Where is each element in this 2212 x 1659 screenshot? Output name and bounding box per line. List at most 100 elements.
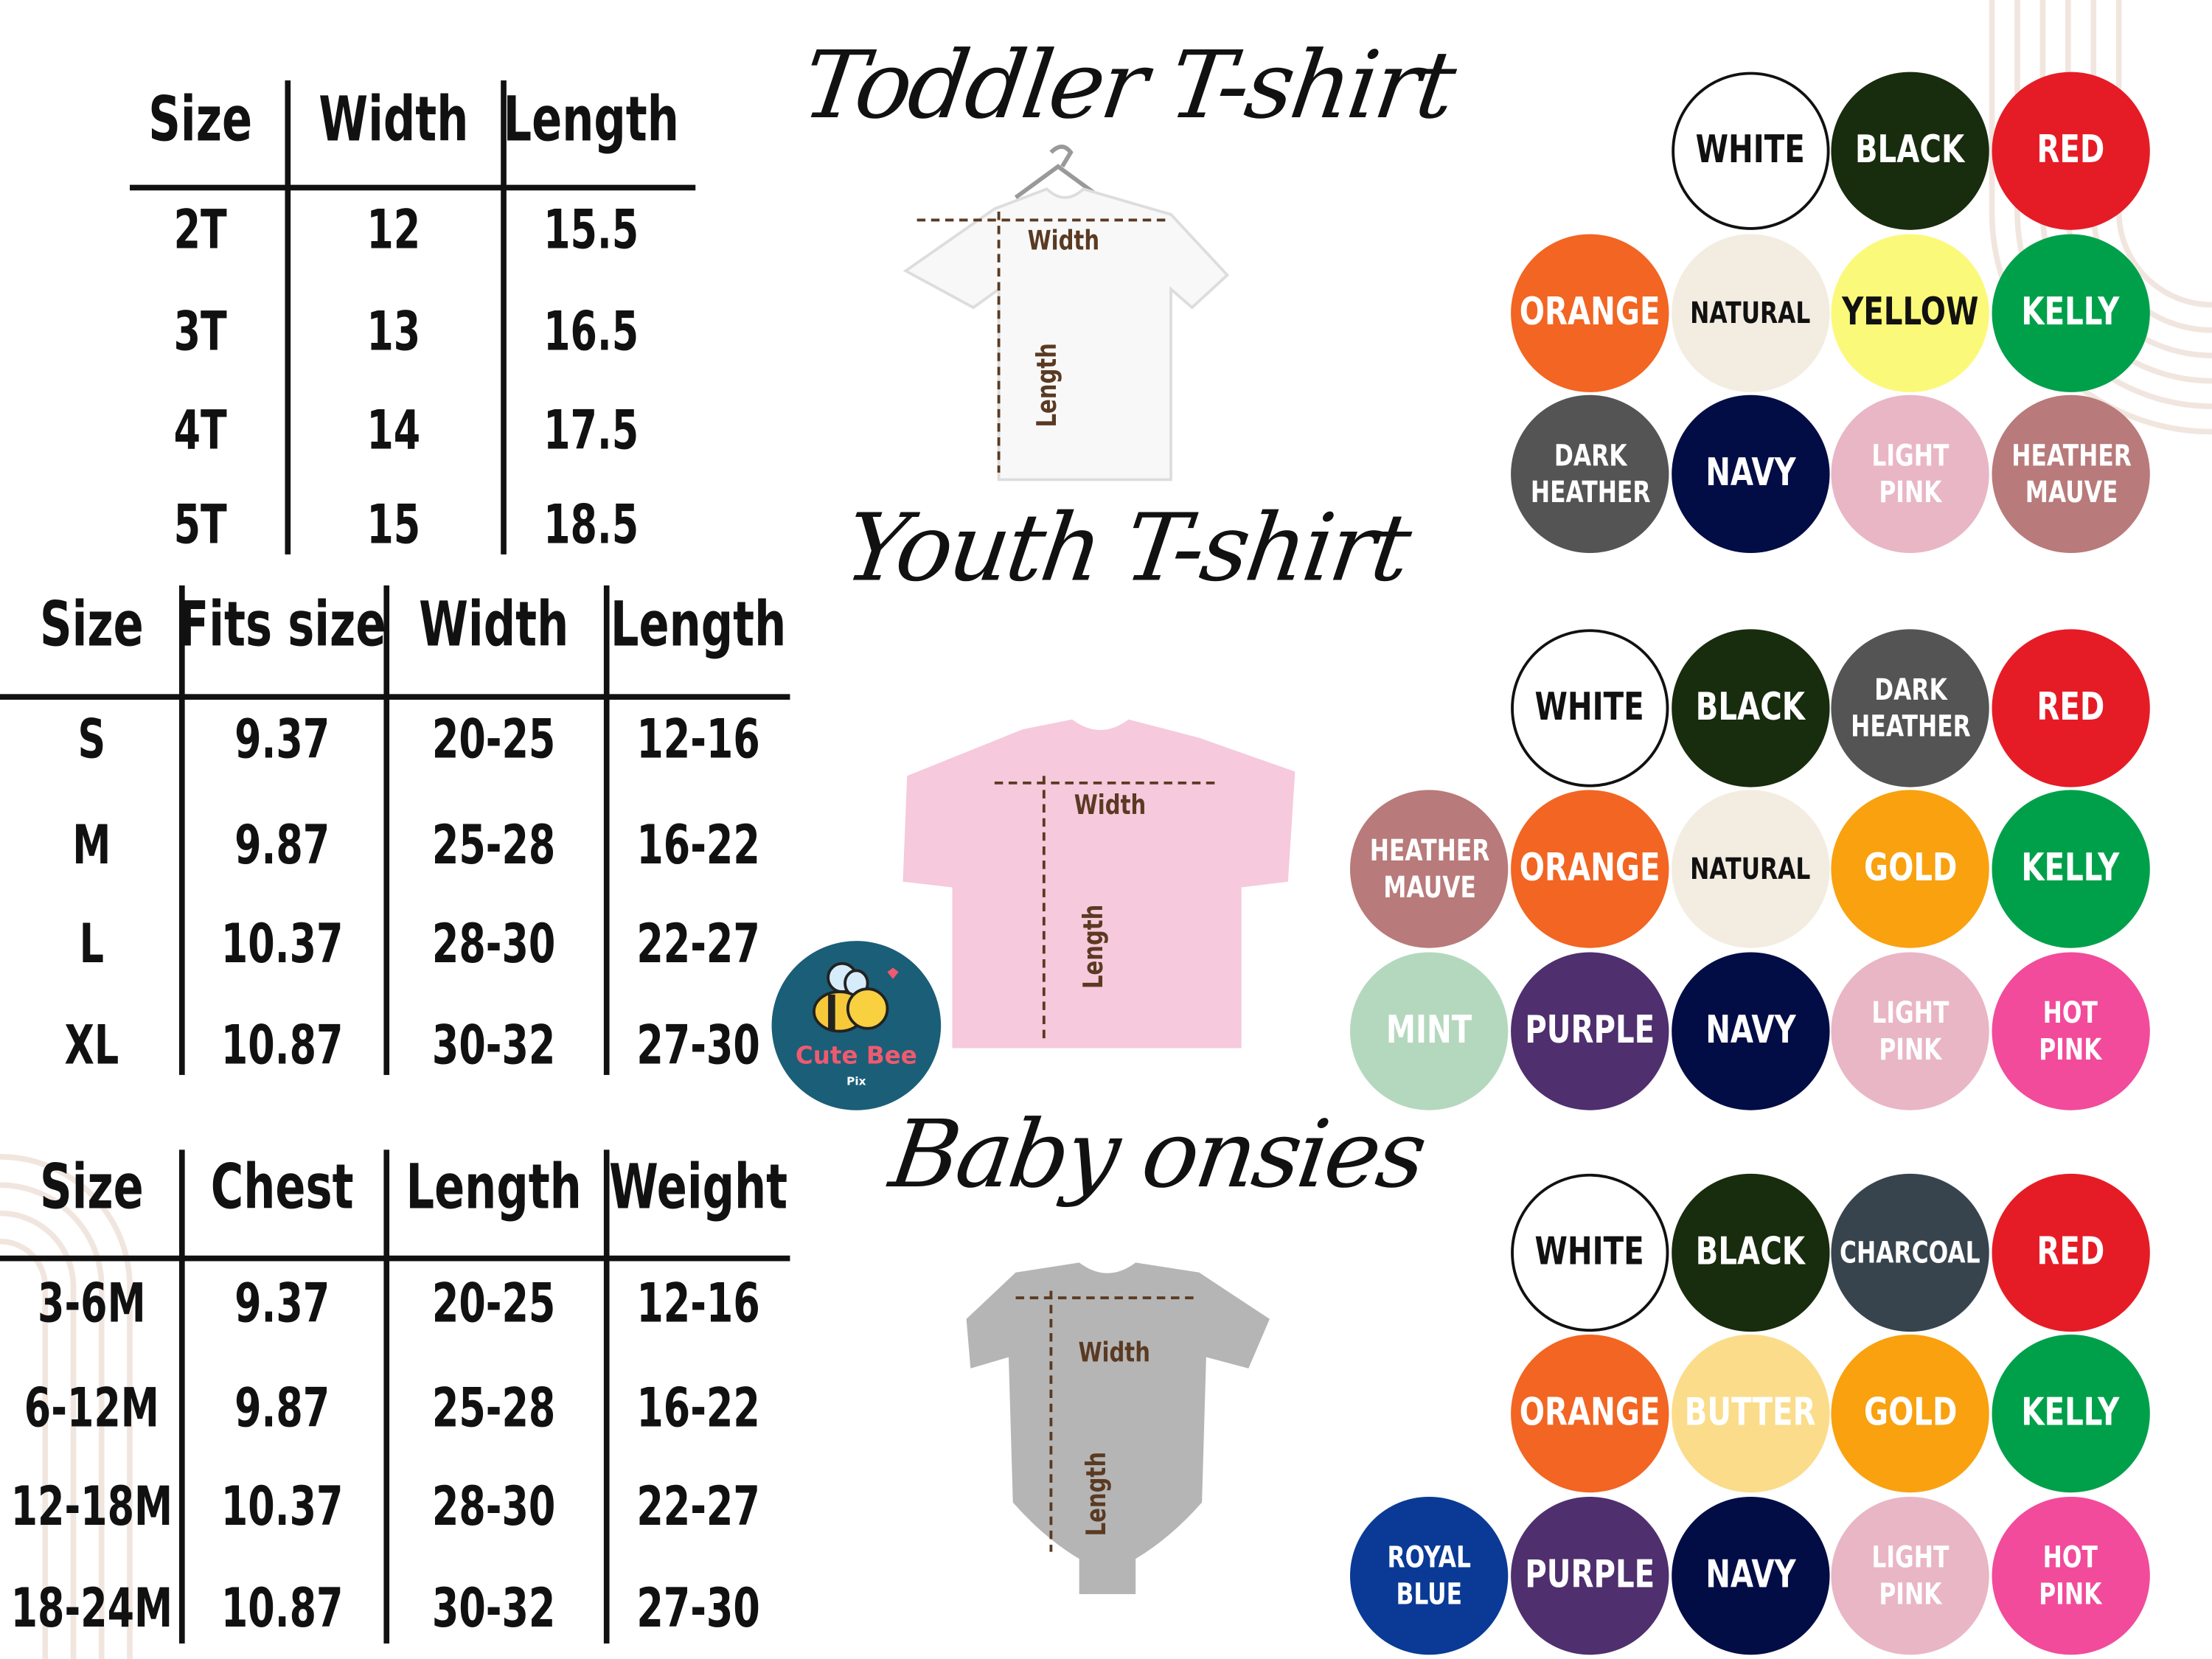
color-label: LIGHT PINK (1871, 438, 1950, 509)
youth-table-cell: 30-32 (431, 1014, 556, 1077)
youth-table-cell: XL (64, 1014, 119, 1077)
color-label: HOT PINK (2039, 995, 2103, 1067)
toddler-color-swatch: NAVY (1672, 394, 1830, 554)
baby-color-swatch: LIGHT PINK (1831, 1496, 1989, 1655)
baby-color-swatch: RED (1992, 1173, 2150, 1332)
color-label: CHARCOAL (1840, 1235, 1980, 1270)
youth-color-swatch: RED (1992, 629, 2150, 787)
color-label: BUTTER (1685, 1391, 1817, 1436)
youth-color-swatch: NATURAL (1672, 790, 1830, 948)
baby-table-cell: 12-16 (636, 1272, 760, 1335)
toddler-color-swatch: NATURAL (1672, 234, 1830, 392)
baby-color-swatch: PURPLE (1511, 1496, 1669, 1655)
baby-table-cell: 25-28 (431, 1377, 556, 1439)
cute-bee-logo: Cute Bee Pix (771, 941, 942, 1110)
baby-color-swatch: BLACK (1672, 1173, 1830, 1332)
color-label: NAVY (1705, 451, 1796, 495)
toddler-color-swatch: YELLOW (1831, 234, 1989, 392)
color-label: LIGHT PINK (1871, 1540, 1950, 1611)
youth-table-cell: 10.87 (220, 1014, 344, 1077)
youth-color-swatch: LIGHT PINK (1831, 952, 1989, 1110)
toddler-width-label: Width (1027, 226, 1100, 257)
toddler-table-cell: 2T (173, 198, 227, 261)
baby-table-cell: 27-30 (636, 1577, 760, 1640)
toddler-table-cell: 3T (173, 300, 227, 363)
youth-title: Youth T-shirt (838, 493, 1415, 602)
youth-table-cell: 28-30 (431, 912, 556, 975)
baby-table-cell: 22-27 (636, 1475, 760, 1538)
baby-color-swatch: CHARCOAL (1831, 1173, 1989, 1332)
toddler-color-swatch: HEATHER MAUVE (1992, 394, 2150, 554)
baby-color-swatch: ORANGE (1511, 1334, 1669, 1493)
color-label: KELLY (2022, 846, 2121, 891)
color-label: HEATHER MAUVE (1368, 833, 1489, 905)
baby-table-cell: 28-30 (431, 1475, 556, 1538)
baby-header-cell: Length (406, 1152, 582, 1224)
color-label: ORANGE (1519, 1391, 1660, 1436)
youth-table-cell: 9.37 (234, 708, 330, 771)
color-label: YELLOW (1841, 291, 1979, 335)
color-label: WHITE (1696, 128, 1806, 173)
toddler-color-swatch: WHITE (1672, 72, 1830, 230)
youth-color-swatch: HEATHER MAUVE (1349, 790, 1509, 948)
toddler-column-divider (285, 80, 291, 554)
logo-name: Cute Bee (795, 1042, 917, 1071)
youth-width-label: Width (1074, 790, 1147, 821)
color-label: ORANGE (1519, 291, 1660, 335)
youth-table-cell: S (77, 708, 106, 771)
youth-table-cell: 25-28 (431, 813, 556, 877)
youth-color-swatch: MINT (1349, 952, 1509, 1110)
logo-sub: Pix (846, 1074, 866, 1088)
baby-length-label: Length (1081, 1451, 1113, 1537)
baby-header-divider (0, 1255, 790, 1262)
toddler-tshirt-image (902, 145, 1230, 481)
youth-header-cell: Width (419, 588, 569, 661)
youth-header-cell: Size (39, 588, 144, 661)
youth-header-cell: Length (610, 588, 787, 661)
baby-table-cell: 3-6M (38, 1272, 146, 1335)
youth-column-divider (178, 585, 185, 1075)
toddler-color-swatch: RED (1992, 72, 2150, 230)
youth-table-cell: 16-22 (636, 813, 760, 877)
color-label: BLACK (1855, 128, 1965, 173)
color-label: WHITE (1535, 686, 1645, 730)
color-label: BLACK (1696, 686, 1806, 730)
youth-color-swatch: DARK HEATHER (1831, 629, 1989, 787)
youth-length-label: Length (1078, 904, 1110, 989)
color-label: HOT PINK (2039, 1540, 2103, 1611)
youth-color-swatch: WHITE (1511, 629, 1669, 787)
baby-color-swatch: BUTTER (1672, 1334, 1830, 1493)
youth-tshirt-image (902, 719, 1295, 1048)
baby-table-cell: 20-25 (431, 1272, 556, 1335)
baby-color-swatch: WHITE (1511, 1173, 1669, 1332)
baby-title: Baby onsies (883, 1100, 1430, 1209)
color-label: PURPLE (1525, 1009, 1655, 1053)
youth-color-swatch: NAVY (1672, 952, 1830, 1110)
baby-header-cell: Weight (609, 1152, 788, 1224)
youth-table-cell: L (79, 912, 105, 975)
bee-icon (813, 961, 899, 1033)
baby-table-cell: 9.37 (234, 1272, 330, 1335)
baby-color-swatch: ROYAL BLUE (1349, 1496, 1509, 1655)
baby-color-swatch: NAVY (1672, 1496, 1830, 1655)
youth-table-cell: 12-16 (636, 708, 760, 771)
color-label: RED (2037, 128, 2105, 173)
youth-table-cell: 27-30 (636, 1014, 760, 1077)
youth-color-swatch: HOT PINK (1992, 952, 2150, 1110)
baby-table-cell: 9.87 (234, 1377, 330, 1439)
toddler-table-cell: 17.5 (543, 399, 639, 462)
toddler-table-cell: 15 (366, 493, 421, 556)
baby-table-cell: 16-22 (636, 1377, 760, 1439)
baby-column-divider (178, 1150, 185, 1644)
youth-color-swatch: PURPLE (1511, 952, 1669, 1110)
baby-header-cell: Size (39, 1152, 144, 1224)
baby-column-divider (603, 1150, 610, 1644)
baby-table-cell: 10.87 (220, 1577, 344, 1640)
toddler-color-swatch: BLACK (1831, 72, 1989, 230)
color-label: RED (2037, 1230, 2105, 1274)
toddler-color-swatch: DARK HEATHER (1511, 394, 1669, 554)
color-label: BLACK (1696, 1230, 1806, 1274)
youth-column-divider (603, 585, 610, 1075)
color-label: DARK HEATHER (1529, 438, 1650, 509)
